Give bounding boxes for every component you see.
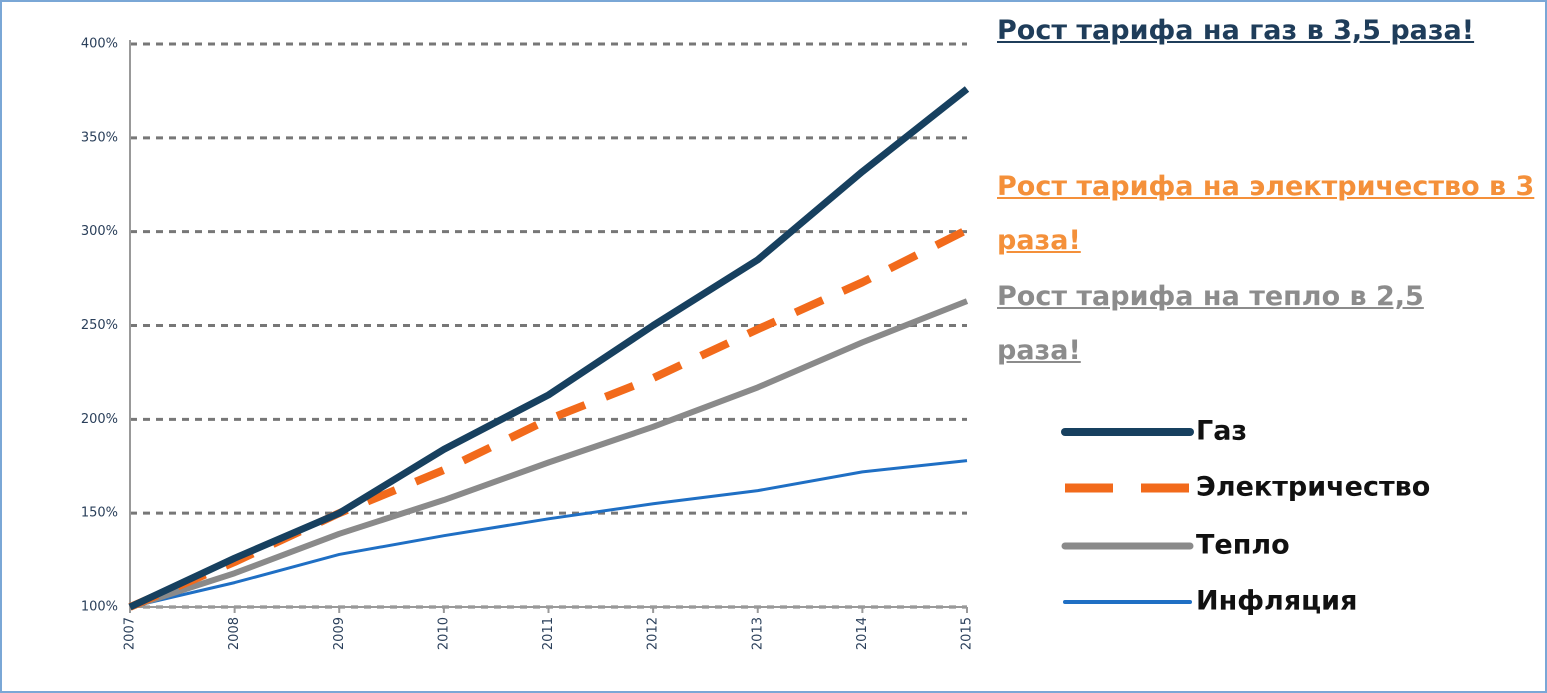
series-line [129,459,968,609]
annotation: Рост тарифа на электричество в 3 раза! [997,171,1535,256]
x-tick-label: 2015 [960,617,975,650]
x-tick-label: 2008 [227,617,242,650]
x-tick-label: 2012 [646,617,661,650]
y-tick-label: 250% [81,318,118,333]
legend-label: Газ [1196,416,1247,447]
annotation: Рост тарифа на газ в 3,5 раза! [997,15,1475,46]
y-tick-label: 350% [81,130,118,145]
x-tick-label: 2011 [541,617,556,650]
legend-label: Электричество [1196,472,1430,503]
y-tick-label: 200% [81,412,118,427]
y-tick-label: 400% [81,37,118,52]
x-tick-label: 2007 [123,617,138,650]
x-tick-label: 2014 [855,617,870,650]
x-tick-label: 2009 [332,617,347,650]
y-tick-label: 150% [81,506,118,521]
annotation: Рост тарифа на тепло в 2,5 раза! [997,281,1424,366]
series-line [128,86,970,611]
x-tick-label: 2013 [750,617,765,650]
legend-label: Тепло [1196,530,1290,561]
legend-label: Инфляция [1196,586,1357,617]
y-tick-label: 100% [81,600,118,615]
x-tick-label: 2010 [436,617,451,650]
series-line [129,298,969,610]
y-tick-label: 300% [81,224,118,239]
